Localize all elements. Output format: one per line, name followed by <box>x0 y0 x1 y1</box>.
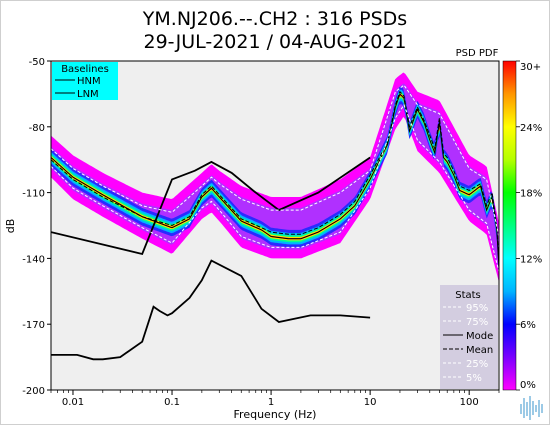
y-tick-label: -170 <box>22 320 45 331</box>
stats-legend: Stats 95% 75% Mode Mean 25% 5% <box>440 285 498 389</box>
stats-legend-title: Stats <box>455 290 481 301</box>
legend-lnm-label: LNM <box>77 89 99 100</box>
legend-95-label: 95% <box>466 303 488 314</box>
colorbar-tick-label: 6% <box>520 320 536 331</box>
colorbar <box>502 60 517 391</box>
legend-25-label: 25% <box>466 359 488 370</box>
y-tick-label: -140 <box>22 254 45 265</box>
y-tick-label: -50 <box>29 57 45 68</box>
x-tick-label: 1 <box>268 397 274 408</box>
pdf-density-band <box>51 93 499 272</box>
legend-mode-label: Mode <box>466 331 493 342</box>
y-tick-label: -200 <box>22 386 45 397</box>
pdf-density-band <box>51 86 499 279</box>
y-tick-label: -110 <box>22 189 45 200</box>
legend-mean-label: Mean <box>466 345 493 356</box>
x-axis-label: Frequency (Hz) <box>234 408 317 421</box>
legend-75-label: 75% <box>466 317 488 328</box>
chart-title: YM.NJ206.--.CH2 : 316 PSDs <box>142 8 408 30</box>
waveform-logo-icon <box>520 396 543 420</box>
colorbar-tick-label: 12% <box>520 254 542 265</box>
plot-border <box>50 60 500 391</box>
series-95pct-line <box>51 84 499 237</box>
series-5pct-line <box>51 103 499 272</box>
y-axis-label: dB <box>4 219 17 234</box>
x-tick-label: 0.01 <box>62 397 84 408</box>
colorbar-tick-label: 24% <box>520 123 542 134</box>
colorbar-tick-label: 18% <box>520 189 542 200</box>
colorbar-tick-label: 30+ <box>520 62 541 73</box>
pdf-density-band <box>51 91 499 273</box>
legend-hnm-label: HNM <box>77 76 101 87</box>
x-tick-label: 10 <box>364 397 377 408</box>
pdf-density-band <box>51 89 499 276</box>
chart-subtitle: 29-JUL-2021 / 04-AUG-2021 <box>143 31 407 53</box>
x-tick-label: 100 <box>460 397 479 408</box>
series-lnm-line <box>51 259 371 361</box>
x-tick-label: 0.1 <box>164 397 180 408</box>
y-tick-label: -80 <box>29 123 45 134</box>
series-mean-line <box>51 90 499 266</box>
legend-5-label: 5% <box>466 373 482 384</box>
series-hnm-line <box>51 156 371 256</box>
baselines-legend: Baselines HNM LNM <box>52 62 118 100</box>
colorbar-tick-label: 0% <box>520 380 536 391</box>
colorbar-label: PSD PDF <box>456 48 499 59</box>
baselines-legend-title: Baselines <box>61 64 109 75</box>
